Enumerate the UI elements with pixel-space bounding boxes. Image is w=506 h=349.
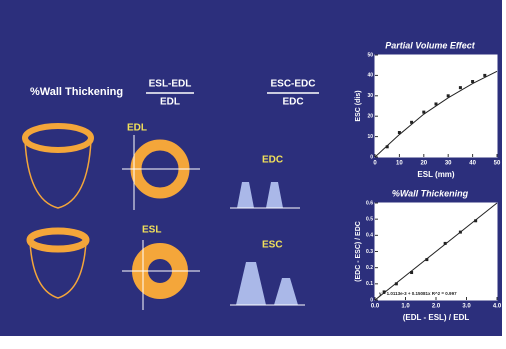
y-tick-label: 0.6 [366,200,373,206]
x-tick-label: 0.0 [371,304,380,310]
data-point [435,102,438,105]
data-point [444,242,447,245]
y-tick-label: 10 [367,134,373,140]
y-tick-label: 20 [367,114,373,120]
data-point [459,231,462,234]
data-point [459,86,462,89]
formula-denominator: EDL [160,97,180,108]
y-tick-label: 0 [370,297,373,303]
x-axis-label: (EDL - ESL) / EDL [403,313,470,322]
y-tick-label: 0.1 [366,281,373,287]
formula-numerator: ESC-EDC [270,79,315,90]
x-tick-label: 1.0 [401,304,410,310]
data-point [425,258,428,261]
data-point [474,219,477,222]
data-point [447,94,450,97]
data-point [395,282,398,285]
y-tick-label: 0.2 [366,265,373,271]
data-point [386,145,389,148]
chart-title: %Wall Thickening [392,188,469,198]
y-tick-label: 0.5 [366,216,373,222]
data-point [483,74,486,77]
x-axis-label: ESL (mm) [417,170,455,179]
y-tick-label: 0.4 [366,233,373,239]
data-point [410,121,413,124]
x-tick-label: 2.0 [432,304,441,310]
x-tick-label: 40 [469,161,476,167]
y-axis-label: (EDC - ESC) / EDC [355,221,362,282]
y-axis-label: ESC (dis) [355,90,362,121]
data-point [410,271,413,274]
label: ESL [142,225,161,236]
heading: %Wall Thickening [30,86,123,98]
y-tick-label: 50 [367,52,373,58]
data-point [398,131,401,134]
x-tick-label: 4.0 [493,304,502,310]
x-tick-label: 20 [420,161,427,167]
chart-title: Partial Volume Effect [385,40,476,50]
y-tick-label: 40 [367,73,373,79]
slide: %Wall Thickening ESL-EDL EDL ESC-EDC EDC… [0,0,506,349]
data-point [471,80,474,83]
y-tick-label: 0 [370,154,373,160]
label: ESC [262,240,283,251]
label: EDC [262,155,283,166]
x-tick-label: 30 [445,161,452,167]
fit-equation: y = 1.0113e-3 + 0.15081x R^2 = 0.997 [379,291,457,296]
formula-denominator: EDC [282,97,303,108]
y-tick-label: 30 [367,93,373,99]
data-point [422,111,425,114]
formula-numerator: ESL-EDL [149,79,192,90]
x-tick-label: 50 [494,161,501,167]
y-tick-label: 0.3 [366,249,373,255]
label: EDL [127,123,147,134]
x-tick-label: 10 [396,161,403,167]
x-tick-label: 3.0 [462,304,471,310]
